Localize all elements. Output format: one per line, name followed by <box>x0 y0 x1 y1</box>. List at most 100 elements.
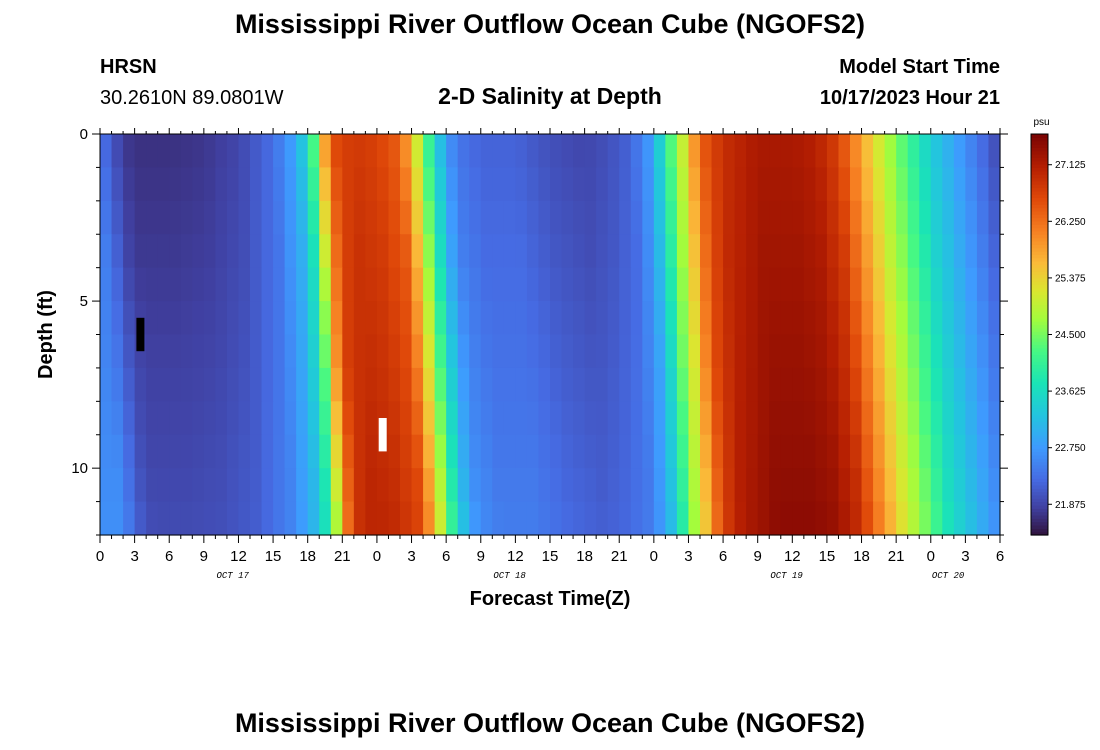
heatmap-cell <box>250 200 263 235</box>
heatmap-cell <box>584 234 597 269</box>
heatmap-cell <box>642 134 655 169</box>
heatmap-cell <box>307 367 320 402</box>
heatmap-cell <box>780 134 793 169</box>
colorbar-segment <box>1031 327 1048 332</box>
heatmap-cell <box>561 234 574 269</box>
heatmap-cell <box>907 134 920 169</box>
colorbar-segment <box>1031 321 1048 326</box>
colorbar-segment <box>1031 428 1048 433</box>
heatmap-cell <box>573 167 586 202</box>
heatmap-cell <box>619 401 632 436</box>
x-tick-label: 0 <box>650 548 658 565</box>
date-label: OCT 20 <box>932 571 965 581</box>
heatmap-cell <box>919 401 932 436</box>
heatmap-cell <box>146 200 159 235</box>
heatmap-cell <box>250 434 263 469</box>
heatmap-cell <box>434 434 447 469</box>
heatmap-cell <box>884 367 897 402</box>
heatmap-cell <box>630 234 643 269</box>
colorbar-tick-label: 24.500 <box>1055 330 1086 341</box>
heatmap-cell <box>930 334 943 369</box>
heatmap-cell <box>723 301 736 336</box>
heatmap-cell <box>596 334 609 369</box>
heatmap-cell <box>665 200 678 235</box>
heatmap-cell <box>226 234 240 269</box>
heatmap-cell <box>757 234 770 269</box>
heatmap-cell <box>584 401 597 436</box>
heatmap-cell <box>861 200 874 235</box>
heatmap-cell <box>815 267 828 302</box>
colorbar-segment <box>1031 304 1048 309</box>
heatmap-cell <box>215 501 228 536</box>
heatmap-cell <box>653 468 666 503</box>
heatmap-cell <box>596 267 609 302</box>
heatmap-cell <box>965 234 978 269</box>
heatmap-cell <box>573 367 586 402</box>
heatmap-cell <box>653 301 666 336</box>
heatmap-cell <box>826 468 840 503</box>
colorbar-segment <box>1031 471 1048 476</box>
heatmap-cell <box>307 200 320 235</box>
heatmap-cell <box>434 167 447 202</box>
heatmap-cell <box>711 167 724 202</box>
heatmap-cell <box>526 200 540 235</box>
heatmap-cell <box>700 267 713 302</box>
colorbar-segment <box>1031 177 1048 182</box>
heatmap-cell <box>319 401 332 436</box>
colorbar-segment <box>1031 244 1048 249</box>
colorbar-segment <box>1031 491 1048 496</box>
heatmap-cell <box>538 468 551 503</box>
heatmap-cell <box>838 267 851 302</box>
heatmap-cell <box>538 167 551 202</box>
heatmap-cell <box>711 434 724 469</box>
heatmap-cell <box>434 200 447 235</box>
heatmap-cell <box>215 401 228 436</box>
heatmap-cell <box>711 234 724 269</box>
heatmap-cell <box>273 367 286 402</box>
heatmap-cell <box>930 200 943 235</box>
heatmap-cell <box>942 267 955 302</box>
colorbar-segment <box>1031 237 1048 242</box>
colorbar-tick-label: 26.250 <box>1055 217 1086 228</box>
heatmap-cell <box>676 234 690 269</box>
colorbar-segment <box>1031 374 1048 379</box>
heatmap-cell <box>503 334 516 369</box>
heatmap-cell <box>434 301 447 336</box>
heatmap-cell <box>469 267 482 302</box>
colorbar-segment <box>1031 170 1048 175</box>
heatmap-cell <box>942 468 955 503</box>
heatmap-cell <box>734 401 747 436</box>
heatmap-cell <box>526 267 540 302</box>
heatmap-cell <box>388 134 401 169</box>
heatmap-cell <box>446 134 459 169</box>
heatmap-cell <box>411 200 424 235</box>
heatmap-cell <box>746 468 759 503</box>
heatmap-cell <box>169 434 182 469</box>
heatmap-cell <box>480 200 493 235</box>
colorbar-segment <box>1031 344 1048 349</box>
heatmap-cell <box>146 367 159 402</box>
heatmap-cell <box>711 301 724 336</box>
heatmap-cell <box>884 167 897 202</box>
heatmap-cell <box>930 234 943 269</box>
heatmap-cell <box>100 267 113 302</box>
heatmap-cell <box>757 200 770 235</box>
heatmap-cell <box>111 434 124 469</box>
heatmap-cell <box>365 234 378 269</box>
heatmap-cell <box>273 334 286 369</box>
heatmap-cells <box>100 134 1001 536</box>
heatmap-cell <box>792 267 805 302</box>
heatmap-cell <box>169 367 182 402</box>
heatmap-cell <box>330 401 343 436</box>
heatmap-cell <box>630 501 643 536</box>
heatmap-cell <box>203 200 216 235</box>
heatmap-cell <box>700 134 713 169</box>
heatmap-cell <box>457 234 470 269</box>
heatmap-cell <box>146 134 159 169</box>
colorbar-segment <box>1031 260 1048 265</box>
heatmap-cell <box>515 334 528 369</box>
heatmap-cell <box>642 434 655 469</box>
heatmap-cell <box>342 468 355 503</box>
heatmap-cell <box>215 134 228 169</box>
heatmap-cell <box>688 334 701 369</box>
